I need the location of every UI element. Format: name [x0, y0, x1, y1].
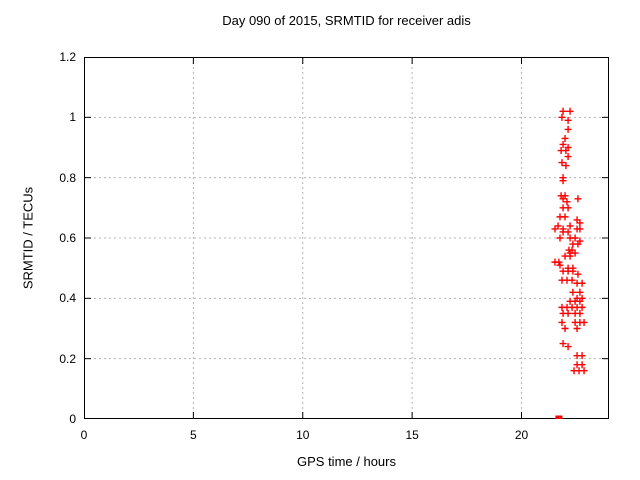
- data-point-plus: [566, 222, 574, 230]
- data-point-plus: [564, 228, 572, 236]
- x-tick-label: 10: [296, 428, 310, 442]
- data-point-plus: [558, 159, 566, 167]
- data-point-plus: [559, 107, 567, 115]
- data-point-plus: [559, 195, 567, 203]
- data-point-square: [555, 415, 563, 419]
- y-tick-label: 0: [69, 412, 76, 426]
- data-point-plus: [558, 318, 566, 326]
- data-point-plus: [562, 147, 570, 155]
- data-point-plus: [580, 367, 588, 375]
- data-point-plus: [576, 219, 584, 227]
- data-point-plus: [578, 279, 586, 287]
- data-point-plus: [576, 309, 584, 317]
- x-tick-label: 0: [80, 428, 88, 442]
- x-tick-label: 15: [405, 428, 419, 442]
- data-point-plus: [576, 297, 584, 305]
- data-point-plus: [551, 225, 559, 233]
- data-point-plus: [556, 234, 564, 242]
- chart-title: Day 090 of 2015, SRMTID for receiver adi…: [222, 13, 471, 28]
- data-point-plus: [558, 113, 566, 121]
- data-point-plus: [559, 177, 567, 185]
- x-axis-label: GPS time / hours: [297, 454, 396, 469]
- data-point-plus: [556, 261, 564, 269]
- data-point-plus: [566, 252, 574, 260]
- data-point-plus: [569, 288, 577, 296]
- data-point-plus: [576, 288, 584, 296]
- data-point-plus: [578, 352, 586, 360]
- data-point-plus: [574, 270, 582, 278]
- y-tick-label: 1.2: [59, 50, 76, 64]
- data-point-plus: [561, 325, 569, 332]
- data-point-plus: [580, 318, 588, 326]
- data-point-plus: [564, 309, 572, 317]
- plot-svg: [84, 57, 609, 419]
- data-point-plus: [564, 125, 572, 133]
- data-point-plus: [578, 361, 586, 369]
- data-point-plus: [574, 240, 582, 248]
- data-point-plus: [568, 276, 576, 284]
- data-point-plus: [571, 234, 579, 242]
- data-point-plus: [564, 153, 572, 161]
- x-tick-label: 20: [514, 428, 529, 442]
- data-point-plus: [564, 343, 572, 351]
- data-point-plus: [563, 198, 571, 206]
- data-point-plus: [561, 213, 569, 221]
- y-tick-label: 0.2: [59, 351, 76, 366]
- data-point-plus: [569, 267, 577, 275]
- plot-border: [84, 57, 609, 419]
- data-point-plus: [566, 107, 574, 115]
- y-tick-label: 1: [69, 110, 76, 125]
- data-point-plus: [561, 134, 569, 142]
- data-point-plus: [578, 303, 586, 311]
- data-point-plus: [573, 325, 581, 332]
- plot-area: [84, 57, 609, 419]
- data-point-plus: [562, 162, 570, 170]
- data-point-plus: [559, 140, 567, 148]
- x-tick-label: 5: [190, 428, 197, 442]
- data-point-plus: [564, 116, 572, 124]
- data-point-plus: [576, 225, 584, 233]
- y-tick-label: 0.8: [59, 170, 76, 185]
- y-tick-label: 0.4: [59, 291, 76, 306]
- y-tick-label: 0.6: [59, 231, 76, 245]
- data-point-plus: [564, 204, 572, 212]
- data-point-plus: [559, 340, 567, 348]
- data-point-plus: [574, 195, 582, 203]
